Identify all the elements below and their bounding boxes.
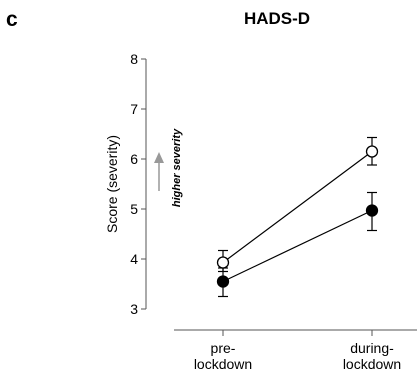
data-point-open (365, 145, 379, 158)
severity-annotation: higher severity (154, 128, 183, 207)
x-axis: pre-lockdown during-lockdown (174, 329, 417, 372)
panel-letter: c (6, 8, 18, 31)
y-axis-label: Score (severity) (104, 135, 120, 233)
y-tick-label: 8 (130, 51, 138, 67)
chart-title: HADS-D (244, 9, 310, 28)
y-tick-label: 7 (130, 101, 138, 117)
y-tick-label: 5 (130, 201, 138, 217)
data-point-open (216, 256, 230, 269)
data-point-filled (216, 275, 230, 288)
data-point-filled (365, 204, 379, 217)
y-tick-label: 3 (130, 301, 138, 317)
y-axis: 3 4 5 6 7 8 (130, 51, 147, 317)
plot-marks (216, 136, 379, 298)
x-tick-label: pre-lockdown (194, 340, 252, 372)
severity-arrow-head (154, 152, 164, 163)
series-line (222, 209, 373, 283)
y-tick-label: 6 (130, 151, 138, 167)
severity-annotation-label: higher severity (171, 128, 183, 207)
x-tick-label: during-lockdown (343, 340, 401, 372)
series-line (222, 151, 373, 263)
y-tick-label: 4 (130, 251, 138, 267)
